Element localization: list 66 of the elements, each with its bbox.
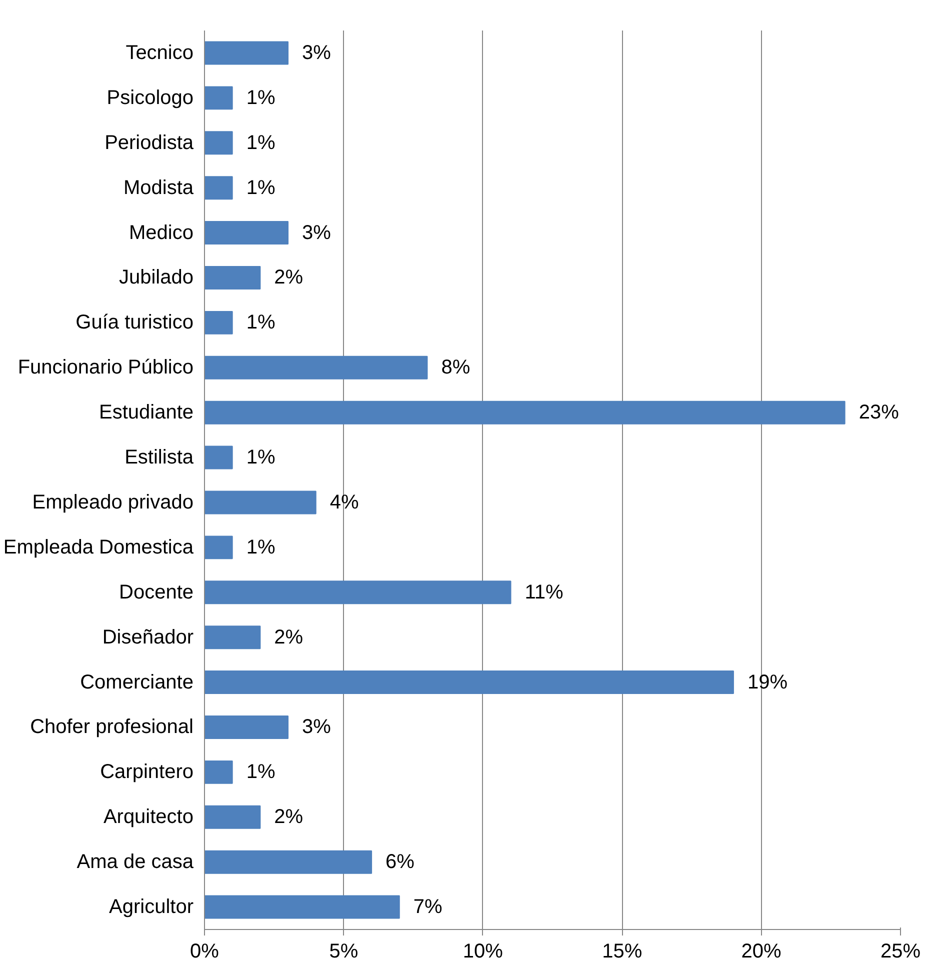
bar [204,131,233,155]
y-tick-label: Medico [129,222,194,244]
bar [204,176,233,200]
bar [204,41,289,65]
bar [204,490,316,514]
y-tick-label: Empleado privado [32,491,194,514]
y-tick-label: Chofer profesional [30,716,194,738]
data-label: 3% [302,42,332,64]
data-label: 2% [274,806,304,828]
bar [204,400,846,424]
bar [204,850,372,874]
y-tick-label: Agricultor [109,896,194,918]
bar [204,580,512,604]
y-tick-label: Tecnico [126,42,194,64]
y-tick-label: Psicologo [106,86,194,109]
bar [204,626,261,650]
data-label: 1% [246,536,276,558]
data-label: 2% [274,266,304,289]
x-tick-label: 5% [329,940,358,962]
bar [204,895,400,919]
data-label: 2% [274,626,304,648]
y-tick-label: Diseñador [102,626,194,648]
y-tick-label: Modista [123,176,194,199]
y-tick-label: Empleada Domestica [3,536,194,558]
bar [204,221,289,245]
data-label: 4% [330,491,359,514]
data-label: 3% [302,716,332,738]
data-label: 1% [246,446,276,469]
y-tick-label: Jubilado [119,266,194,289]
y-tick-label: Guía turistico [76,312,194,334]
bar [204,356,428,380]
bar [204,536,233,560]
data-label: 6% [386,851,415,874]
data-label: 11% [524,581,564,604]
x-tick-label: 0% [190,940,220,962]
x-tick-label: 20% [741,940,782,962]
bar [204,670,734,694]
y-tick-label: Ama de casa [76,851,194,874]
bar [204,266,261,290]
data-label: 1% [246,761,276,784]
bar [204,715,289,739]
data-label: 8% [441,356,470,379]
data-label: 23% [858,402,900,424]
x-tick-label: 15% [602,940,642,962]
x-tick-label: 25% [880,940,921,962]
bar [204,805,261,829]
data-label: 1% [246,312,276,334]
bar [204,760,233,784]
data-label: 1% [246,176,276,199]
bar [204,86,233,110]
data-label: 19% [747,671,788,694]
y-tick-label: Carpintero [100,761,194,784]
bar [204,310,233,334]
bar [204,446,233,470]
y-tick-label: Docente [119,581,194,604]
x-tick-label: 10% [462,940,504,962]
y-tick-label: Comerciante [80,671,194,694]
data-label: 1% [246,86,276,109]
data-label: 7% [413,896,443,918]
y-tick-label: Arquitecto [103,806,194,828]
y-tick-label: Funcionario Público [18,356,194,379]
data-label: 1% [246,132,276,154]
y-tick-label: Estudiante [98,402,194,424]
y-tick-label: Estilista [124,446,194,469]
y-tick-label: Periodista [104,132,194,154]
data-label: 3% [302,222,332,244]
